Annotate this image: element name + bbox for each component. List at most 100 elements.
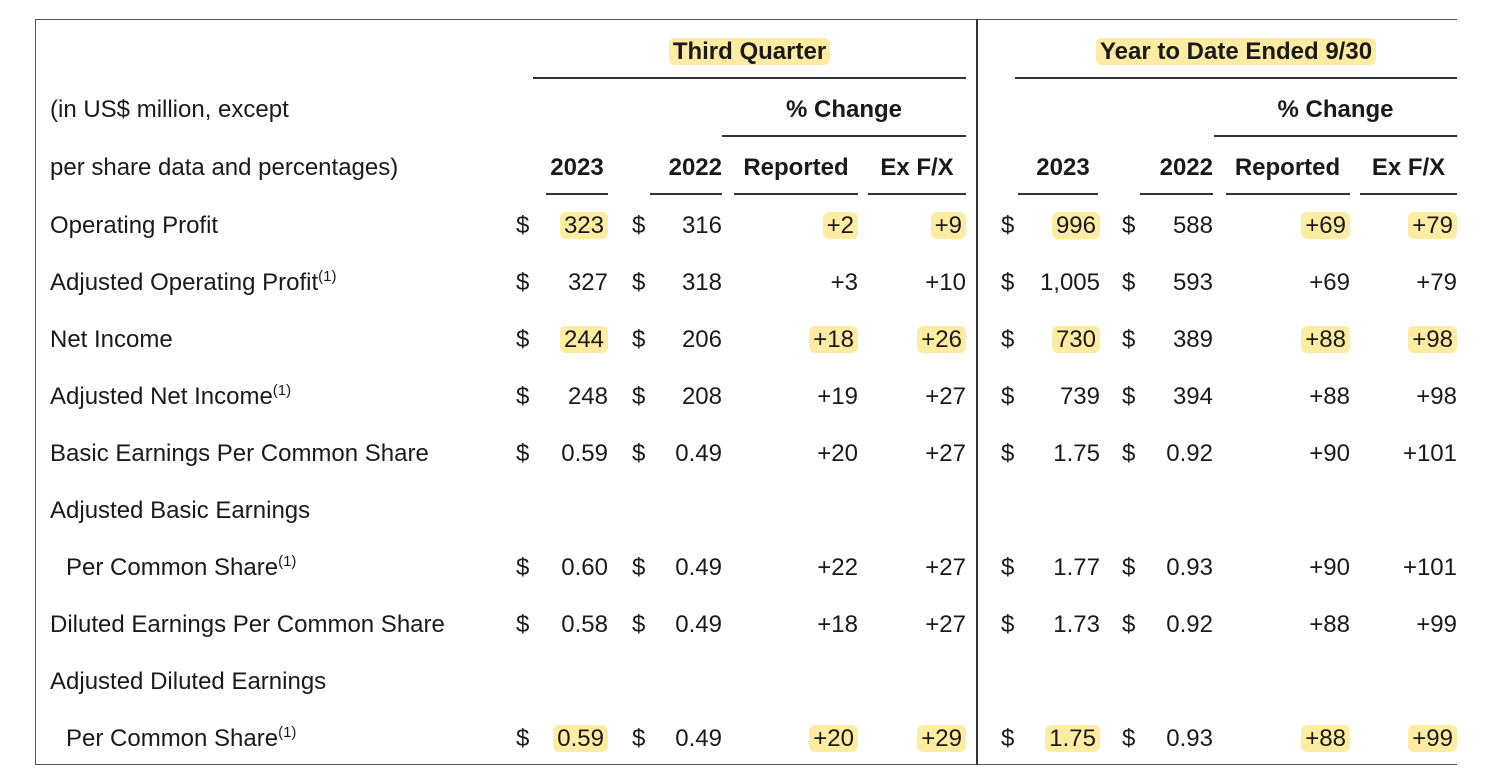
row-label-text: Net Income [50,326,173,353]
currency-symbol: $ [632,725,646,752]
ytd-heading: Year to Date Ended 9/30 [1015,35,1457,69]
cell-q2022: 206 [650,323,722,357]
cell-value: +20 [809,725,858,752]
cell-value: 0.60 [561,554,608,581]
currency-symbol: $ [1001,383,1015,410]
currency-symbol: $ [1001,212,1015,239]
currency-symbol: $ [516,212,530,239]
cell-value: 0.49 [675,554,722,581]
cell-value: 389 [1172,326,1213,353]
cell-qfx: +26 [868,323,966,357]
cell-y2023: 1.73 [1018,608,1100,642]
financial-table [35,19,1457,765]
col-rule-y-2022 [1140,193,1213,195]
currency-symbol: $ [1001,725,1015,752]
row-label: Adjusted Diluted Earnings [50,665,326,699]
col-header-q-exfx: Ex F/X [880,154,954,181]
cell-qrep: +18 [734,323,858,357]
q-pct-change-rule [722,135,966,137]
currency-symbol: $ [516,440,530,467]
cell-value: +98 [1416,383,1457,410]
cell-value: +88 [1309,383,1350,410]
row-label: Adjusted Operating Profit(1) [50,266,337,300]
cell-q2022: 0.49 [650,608,722,642]
cell-value: +69 [1301,212,1350,239]
currency-symbol: $ [516,269,530,296]
footnote-marker: (1) [278,553,297,570]
col-header-y-2023: 2023 [1036,154,1090,181]
cell-y2022: 0.92 [1140,608,1213,642]
col-rule-q-reported [734,193,858,195]
col-rule-q-2023 [546,193,608,195]
cell-qfx: +10 [868,266,966,300]
cell-value: +88 [1301,326,1350,353]
currency-symbol: $ [1001,269,1015,296]
q-pct-change-heading: % Change [785,96,902,123]
cell-q2022: 0.49 [650,437,722,471]
currency-symbol: $ [632,554,646,581]
cell-value: 327 [567,269,608,296]
cell-yrep: +88 [1226,608,1350,642]
row-label: Adjusted Net Income(1) [50,380,291,414]
row-label: Adjusted Basic Earnings [50,494,310,528]
row-label: Operating Profit [50,209,218,243]
cell-q2022: 208 [650,380,722,414]
cell-q2022: 0.49 [650,722,722,756]
col-rule-y-exfx [1360,193,1457,195]
cell-yfx: +79 [1360,266,1457,300]
row-label-text: Adjusted Basic Earnings [50,497,311,524]
row-label: Basic Earnings Per Common Share [50,437,429,471]
cell-value: +22 [817,554,858,581]
cell-value: +18 [809,326,858,353]
col-rule-y-2023 [1018,193,1098,195]
col-header-y-reported: Reported [1234,154,1341,181]
cell-y2022: 0.92 [1140,437,1213,471]
cell-qfx: +27 [868,437,966,471]
cell-yrep: +90 [1226,437,1350,471]
cell-value: +27 [925,440,966,467]
cell-q2022: 0.49 [650,551,722,585]
cell-yfx: +79 [1360,209,1457,243]
row-label-text: Per Common Share [66,725,279,752]
cell-y2023: 730 [1018,323,1100,357]
cell-q2023: 244 [548,323,608,357]
cell-value: +27 [925,611,966,638]
cell-value: 593 [1172,269,1213,296]
cell-y2023: 1.75 [1018,437,1100,471]
cell-qrep: +20 [734,437,858,471]
cell-qfx: +29 [868,722,966,756]
col-header-q-reported: Reported [743,154,849,181]
currency-symbol: $ [1122,326,1136,353]
cell-yrep: +88 [1226,380,1350,414]
cell-yfx: +101 [1360,551,1457,585]
third-quarter-heading: Third Quarter [533,35,966,69]
cell-qfx: +27 [868,608,966,642]
cell-value: 1,005 [1039,269,1100,296]
y-pct-change-rule [1214,135,1457,137]
cell-value: 1.77 [1053,554,1100,581]
cell-value: +90 [1309,440,1350,467]
cell-qrep: +3 [734,266,858,300]
cell-yrep: +69 [1226,266,1350,300]
cell-qrep: +20 [734,722,858,756]
cell-value: +79 [1416,269,1457,296]
cell-y2023: 1,005 [1018,266,1100,300]
cell-value: 730 [1051,326,1100,353]
cell-q2023: 0.59 [548,722,608,756]
cell-value: 1.75 [1053,440,1100,467]
table-description-line1: (in US$ million, except [50,96,289,123]
cell-value: +101 [1402,440,1457,467]
cell-y2022: 0.93 [1140,551,1213,585]
cell-value: +99 [1416,611,1457,638]
cell-value: +2 [822,212,858,239]
cell-value: +19 [817,383,858,410]
row-label-text: Basic Earnings Per Common Share [50,440,429,467]
cell-value: 0.59 [553,725,608,752]
cell-value: 0.49 [675,440,722,467]
cell-value: 0.59 [561,440,608,467]
cell-yfx: +98 [1360,380,1457,414]
cell-y2023: 1.75 [1018,722,1100,756]
cell-y2023: 739 [1018,380,1100,414]
row-label: Diluted Earnings Per Common Share [50,608,445,642]
cell-value: 206 [681,326,722,353]
